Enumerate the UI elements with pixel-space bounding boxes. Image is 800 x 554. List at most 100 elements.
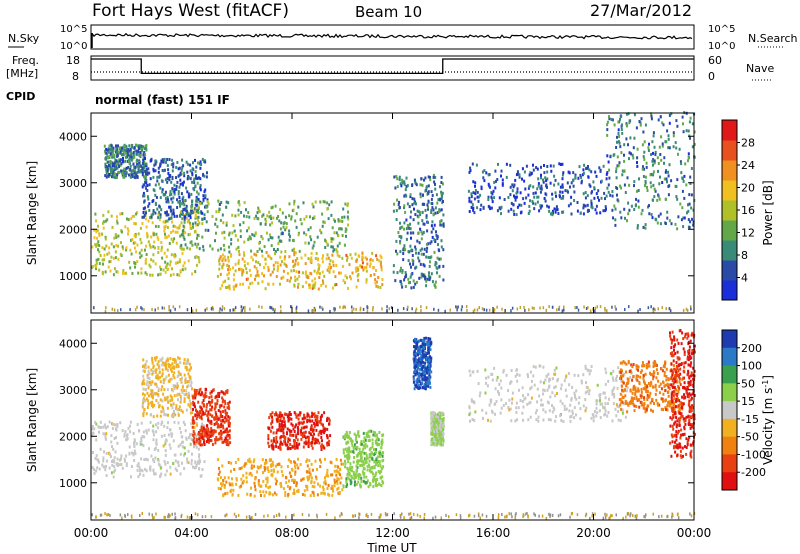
heatmap-cell — [133, 459, 136, 462]
heatmap-cell — [366, 456, 369, 460]
heatmap-cell — [645, 161, 648, 165]
heatmap-cell — [398, 234, 401, 238]
heatmap-cell — [223, 420, 226, 424]
heatmap-cell — [183, 220, 186, 224]
heatmap-cell — [420, 309, 422, 313]
heatmap-cell — [166, 158, 169, 161]
heatmap-cell — [396, 185, 399, 189]
heatmap-cell — [179, 213, 182, 217]
heatmap-cell — [168, 308, 170, 312]
noise-search-label: N.Search — [748, 32, 798, 45]
heatmap-cell — [311, 246, 314, 250]
colorbar-swatch — [722, 160, 737, 181]
heatmap-cell — [140, 271, 143, 275]
heatmap-cell — [117, 257, 120, 261]
heatmap-cell — [355, 307, 357, 311]
heatmap-cell — [305, 280, 308, 284]
heatmap-cell — [166, 196, 169, 200]
heatmap-cell — [676, 178, 679, 182]
heatmap-cell — [154, 262, 157, 266]
heatmap-cell — [159, 186, 162, 190]
heatmap-cell — [382, 458, 385, 462]
heatmap-cell — [159, 358, 162, 362]
heatmap-cell — [201, 157, 204, 161]
heatmap-cell — [165, 438, 168, 442]
heatmap-cell — [146, 391, 149, 395]
heatmap-cell — [218, 470, 221, 474]
heatmap-cell — [600, 196, 603, 200]
heatmap-cell — [130, 170, 133, 174]
heatmap-cell — [191, 243, 194, 247]
heatmap-cell — [198, 458, 201, 462]
heatmap-cell — [293, 411, 296, 415]
heatmap-cell — [217, 423, 220, 427]
heatmap-cell — [676, 227, 679, 231]
heatmap-cell — [351, 309, 353, 313]
heatmap-cell — [111, 175, 113, 179]
heatmap-cell — [409, 215, 412, 219]
heatmap-cell — [125, 147, 128, 150]
heatmap-cell — [491, 200, 494, 204]
heatmap-cell — [370, 429, 373, 433]
heatmap-cell — [344, 447, 347, 451]
heatmap-cell — [380, 265, 383, 269]
heatmap-cell — [549, 181, 552, 185]
heatmap-cell — [668, 113, 671, 117]
heatmap-cell — [348, 477, 351, 481]
heatmap-cell — [635, 197, 637, 201]
heatmap-cell — [191, 171, 194, 175]
heatmap-cell — [606, 186, 609, 190]
heatmap-cell — [406, 223, 409, 227]
heatmap-cell — [176, 469, 179, 473]
heatmap-cell — [312, 244, 315, 248]
heatmap-cell — [337, 234, 340, 238]
heatmap-cell — [275, 275, 278, 278]
heatmap-cell — [287, 493, 290, 497]
heatmap-cell — [656, 221, 659, 225]
heatmap-cell — [434, 182, 436, 186]
heatmap-cell — [277, 445, 280, 449]
heatmap-cell — [279, 443, 281, 447]
heatmap-cell — [675, 146, 678, 150]
heatmap-cell — [272, 282, 275, 286]
heatmap-cell — [354, 445, 357, 449]
heatmap-cell — [322, 491, 325, 495]
heatmap-cell — [197, 432, 200, 436]
heatmap-cell — [368, 459, 371, 463]
heatmap-cell — [300, 430, 302, 434]
heatmap-cell — [290, 217, 293, 221]
heatmap-cell — [170, 403, 172, 407]
heatmap-cell — [141, 307, 143, 311]
heatmap-cell — [135, 250, 138, 254]
colorbar-swatch — [722, 140, 737, 161]
heatmap-cell — [407, 259, 410, 263]
heatmap-cell — [135, 143, 138, 147]
heatmap-cell — [689, 220, 692, 224]
heatmap-cell — [308, 415, 311, 419]
heatmap-cell — [363, 451, 366, 455]
heatmap-cell — [333, 469, 336, 473]
heatmap-cell — [208, 396, 211, 400]
heatmap-cell — [234, 461, 237, 464]
heatmap-cell — [172, 413, 175, 417]
heatmap-cell — [319, 429, 322, 433]
colorbar-tick-label: 24 — [741, 159, 755, 172]
heatmap-cell — [179, 372, 182, 376]
heatmap-cell — [429, 260, 431, 264]
heatmap-cell — [410, 265, 412, 269]
heatmap-cell — [543, 197, 546, 200]
heatmap-cell — [178, 426, 181, 430]
heatmap-cell — [122, 269, 125, 272]
heatmap-cell — [312, 216, 314, 220]
colorbar-swatch — [722, 200, 737, 221]
heatmap-cell — [355, 434, 358, 438]
heatmap-cell — [293, 202, 296, 206]
heatmap-cell — [544, 199, 547, 203]
heatmap-cell — [179, 269, 182, 273]
heatmap-cell — [355, 482, 358, 486]
station-title: Fort Hays West (fitACF) — [92, 1, 289, 21]
heatmap-cell — [283, 436, 286, 440]
heatmap-cell — [163, 229, 166, 233]
heatmap-cell — [98, 268, 101, 272]
heatmap-cell — [140, 144, 143, 148]
